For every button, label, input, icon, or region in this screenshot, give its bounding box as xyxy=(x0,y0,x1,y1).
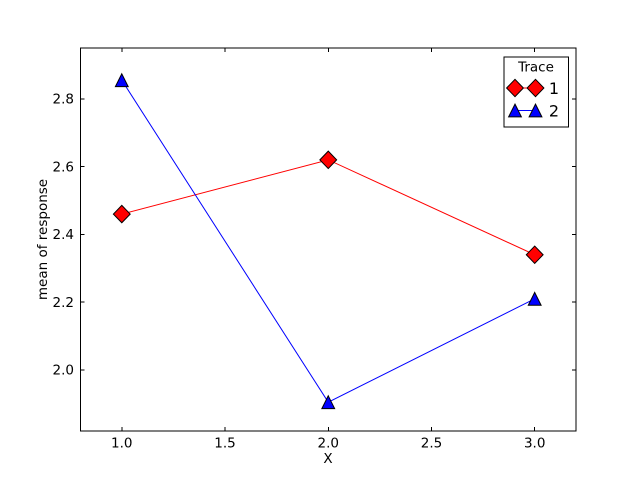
diamond-icon xyxy=(505,78,525,98)
legend-title: Trace xyxy=(517,60,554,76)
triangle-up-icon xyxy=(528,102,543,118)
legend-entry-label: 2 xyxy=(549,101,559,120)
x-tick-label: 3.0 xyxy=(524,436,545,452)
legend-entry-label: 1 xyxy=(549,79,559,98)
series-2-marker xyxy=(321,394,336,410)
series-2-marker xyxy=(527,291,542,306)
legend: Trace 1 2 xyxy=(503,56,569,128)
diamond-icon xyxy=(526,78,545,98)
legend-entry-2: 2 xyxy=(507,101,559,120)
series-1-marker xyxy=(525,245,544,265)
series-2-line xyxy=(121,79,535,403)
plot-area: 1.0 1.5 2.0 2.5 3.0 2.0 2.2 2.4 2.6 2.8 xyxy=(53,47,577,452)
x-tick-label: 1.5 xyxy=(214,436,235,452)
series-1-marker xyxy=(319,150,338,170)
y-tick-label: 2.6 xyxy=(53,159,74,175)
y-tick-label: 2.0 xyxy=(53,363,74,379)
y-tick-label: 2.8 xyxy=(53,92,74,108)
x-tick-label: 1.0 xyxy=(111,436,132,452)
x-axis-label: X xyxy=(323,451,332,467)
x-tick-label: 2.0 xyxy=(318,436,339,452)
y-tick-label: 2.2 xyxy=(53,295,74,311)
plot-border xyxy=(80,47,577,432)
x-tick-label: 2.5 xyxy=(421,436,442,452)
series-1-marker xyxy=(112,204,131,224)
legend-entry-1: 1 xyxy=(505,78,559,98)
triangle-up-icon xyxy=(507,102,523,118)
y-tick-label: 2.4 xyxy=(53,227,74,243)
series-2-marker xyxy=(114,72,130,88)
y-axis-label: mean of response xyxy=(35,179,51,300)
series-1-line xyxy=(121,159,535,256)
